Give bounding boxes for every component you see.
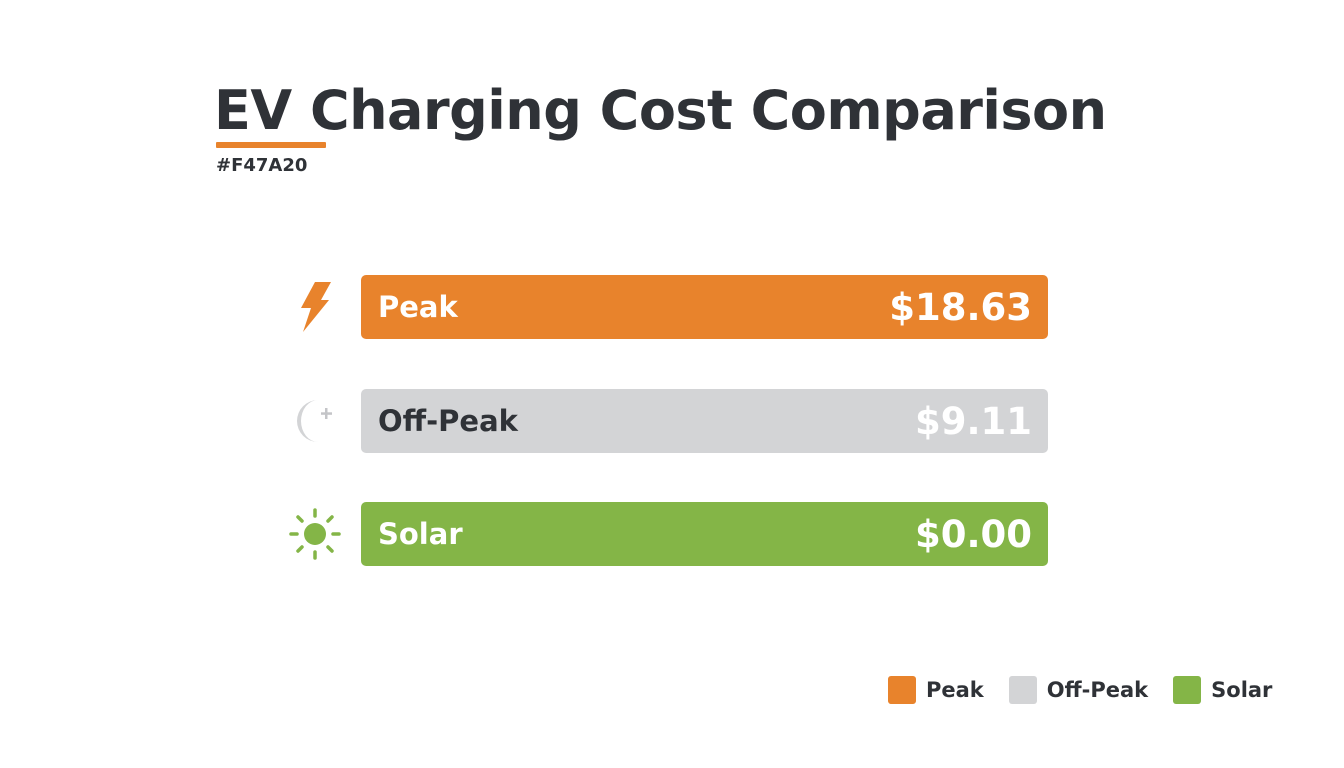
bar-value: $0.00 [914,512,1032,556]
bar-off-peak: Off-Peak $9.11 [361,389,1048,453]
legend-item-solar: Solar [1173,676,1272,704]
bar-row-peak: Peak $18.63 [285,275,1050,339]
bar-value: $9.11 [914,399,1032,443]
legend-item-off-peak: Off-Peak [1008,676,1149,704]
chart-subtitle: #F47A20 [216,155,308,176]
lightning-bolt-icon [285,279,345,335]
legend-label: Off-Peak [1046,678,1149,702]
bar-solar: Solar $0.00 [361,502,1048,566]
bar-label: Off-Peak [378,404,518,438]
legend-swatch-peak [888,676,916,704]
bar-row-off-peak: Off-Peak $9.11 [285,389,1050,453]
legend-swatch-solar [1173,676,1202,704]
legend-label: Peak [926,678,984,702]
legend-label: Solar [1211,678,1273,702]
legend-item-peak: Peak [888,676,984,704]
title-underline [216,142,326,148]
chart-legend: Peak Off-Peak Solar [888,676,1272,704]
bar-peak: Peak $18.63 [361,275,1048,339]
legend-swatch-off-peak [1008,676,1037,704]
bar-label: Peak [378,290,458,324]
bar-label: Solar [378,517,463,551]
moon-star-icon [285,393,345,449]
sun-icon [285,506,345,562]
chart-title: EV Charging Cost Comparison [214,79,1107,142]
bar-row-solar: Solar $0.00 [285,502,1050,566]
bar-value: $18.63 [889,285,1032,329]
